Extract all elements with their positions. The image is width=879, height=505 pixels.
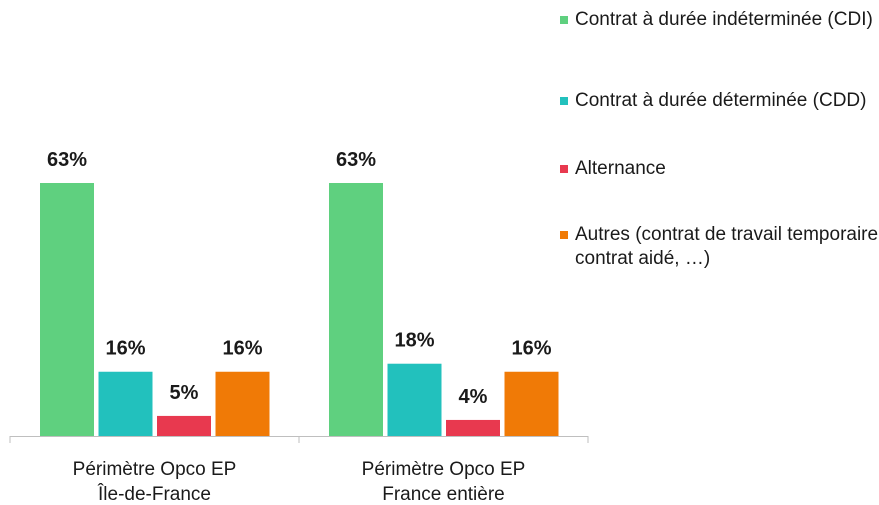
legend-swatch [560, 16, 568, 24]
legend-label: Contrat à durée déterminée (CDD) [575, 90, 867, 111]
bar [387, 363, 442, 436]
legend-swatch [560, 97, 568, 105]
legend-item: Autres (contrat de travail temporaire, c… [560, 223, 879, 271]
bar [98, 371, 153, 436]
bar [157, 415, 211, 436]
data-label: 16% [511, 338, 551, 360]
x-axis-ticks [9, 436, 589, 443]
bar [215, 371, 270, 436]
data-label: 63% [336, 149, 376, 171]
category-label: France entière [382, 484, 505, 505]
bars-group [40, 183, 559, 436]
bar [40, 183, 94, 436]
value-labels-group: 63% 16% 5% 16% 63% 18% 4% 16% [47, 149, 552, 408]
category-label: Île-de-France [97, 483, 211, 505]
category-label: Périmètre Opco EP [362, 459, 526, 480]
bar [329, 183, 383, 436]
legend-label: Autres (contrat de travail temporaire, c… [575, 224, 879, 269]
bar [504, 371, 559, 436]
legend-swatch [560, 165, 568, 173]
data-label: 4% [459, 386, 488, 408]
category-labels-group: Périmètre Opco EP Île-de-France Périmètre … [73, 459, 526, 505]
legend-label: Contrat à durée indéterminée (CDI) [575, 9, 873, 30]
legend-item: Contrat à durée déterminée (CDD) [560, 89, 879, 113]
legend-label: Alternance [575, 158, 666, 179]
data-label: 16% [105, 338, 145, 360]
category-label: Périmètre Opco EP [73, 459, 237, 480]
data-label: 18% [394, 330, 434, 352]
legend-item: Contrat à durée indéterminée (CDI) [560, 8, 879, 32]
data-label: 16% [222, 338, 262, 360]
legend-item: Alternance [560, 157, 879, 181]
data-label: 5% [170, 382, 199, 404]
bar [446, 419, 500, 436]
data-label: 63% [47, 149, 87, 171]
legend-swatch [560, 231, 568, 239]
